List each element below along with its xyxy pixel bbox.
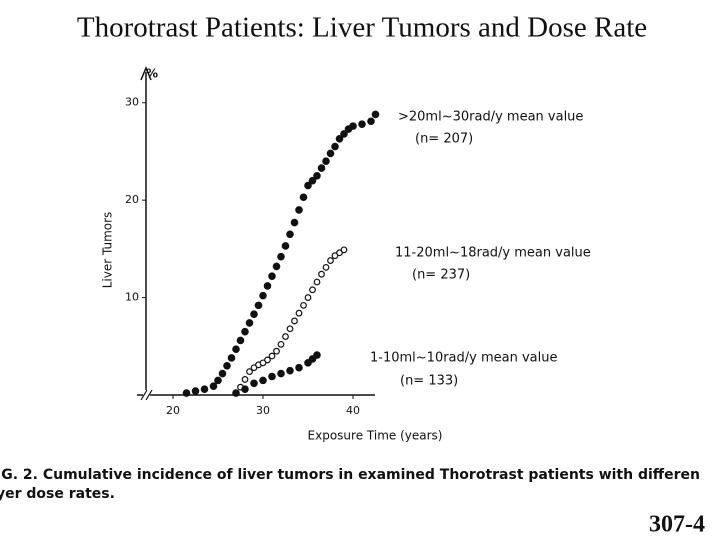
y-axis-arrow xyxy=(140,66,152,81)
data-point xyxy=(277,340,285,348)
data-point xyxy=(182,389,191,397)
series-sample: (n= 237) xyxy=(412,268,470,283)
data-point xyxy=(254,301,263,310)
data-point xyxy=(335,134,344,143)
data-point xyxy=(318,270,325,278)
data-point xyxy=(295,206,303,214)
data-point xyxy=(331,142,339,151)
data-point xyxy=(309,286,316,294)
data-point xyxy=(268,352,276,360)
data-point xyxy=(367,117,375,126)
data-point xyxy=(313,172,321,180)
data-point xyxy=(232,345,240,354)
data-point xyxy=(317,164,326,172)
caption-line: yer dose rates. xyxy=(0,486,115,502)
data-point xyxy=(259,376,267,385)
data-point xyxy=(245,319,254,327)
data-point xyxy=(250,379,258,388)
data-point xyxy=(259,291,267,300)
data-point xyxy=(277,252,285,261)
data-point xyxy=(241,376,249,383)
data-point xyxy=(273,347,280,355)
data-point xyxy=(209,382,218,391)
data-point xyxy=(327,257,334,264)
slide-number: 307-4 xyxy=(649,512,705,538)
data-point xyxy=(241,385,249,393)
data-point xyxy=(304,181,312,190)
data-point xyxy=(236,336,245,345)
x-axis-label: Exposure Time (years) xyxy=(308,429,443,443)
data-point xyxy=(322,263,330,271)
data-point xyxy=(299,193,308,202)
series-label: 1-10ml~10rad/y mean value xyxy=(370,351,558,366)
data-point xyxy=(295,363,303,372)
series-label: >20ml~30rad/y mean value xyxy=(398,110,583,125)
series-sample: (n= 207) xyxy=(415,132,473,147)
caption-line: IG. 2. Cumulative incidence of liver tum… xyxy=(0,467,700,483)
x-tick-label: 20 xyxy=(166,404,180,417)
y-tick-label: 30 xyxy=(125,96,139,109)
data-point xyxy=(264,356,271,364)
data-point xyxy=(250,310,258,318)
data-point xyxy=(281,242,290,250)
data-point xyxy=(263,282,272,290)
axis-break xyxy=(140,389,153,401)
data-point xyxy=(349,122,357,130)
data-point xyxy=(227,354,236,362)
x-tick-label: 30 xyxy=(256,404,270,417)
data-point xyxy=(340,246,348,254)
data-point xyxy=(286,325,294,333)
data-point xyxy=(295,309,303,317)
data-point xyxy=(200,385,209,393)
data-point xyxy=(268,372,276,381)
y-tick-label: 20 xyxy=(125,193,139,206)
data-point xyxy=(272,262,281,271)
data-point xyxy=(291,317,298,325)
data-point xyxy=(191,387,200,395)
data-point xyxy=(268,272,276,280)
data-point xyxy=(223,361,231,370)
y-tick-label: 10 xyxy=(125,291,139,304)
data-point xyxy=(286,366,294,375)
data-point xyxy=(308,176,317,185)
data-point xyxy=(326,149,335,158)
series-label: 11-20ml~18rad/y mean value xyxy=(395,246,591,261)
data-point xyxy=(300,301,307,309)
data-point xyxy=(286,230,294,239)
data-point xyxy=(218,369,227,378)
data-point xyxy=(232,389,240,397)
x-tick-label: 40 xyxy=(346,404,360,417)
data-point xyxy=(358,120,366,128)
data-point xyxy=(313,278,321,286)
data-point xyxy=(322,157,330,165)
data-point xyxy=(340,130,348,138)
data-point xyxy=(290,218,299,227)
data-point xyxy=(241,327,249,336)
slide-title: Thorotrast Patients: Liver Tumors and Do… xyxy=(77,12,647,44)
data-point xyxy=(313,351,321,359)
data-point xyxy=(371,110,380,119)
data-point xyxy=(214,376,222,385)
series-sample: (n= 133) xyxy=(400,374,458,389)
data-point xyxy=(304,294,312,301)
data-point xyxy=(246,368,253,376)
data-point xyxy=(282,333,289,340)
y-axis-label: Liver Tumors xyxy=(101,212,115,289)
data-point xyxy=(277,369,285,378)
